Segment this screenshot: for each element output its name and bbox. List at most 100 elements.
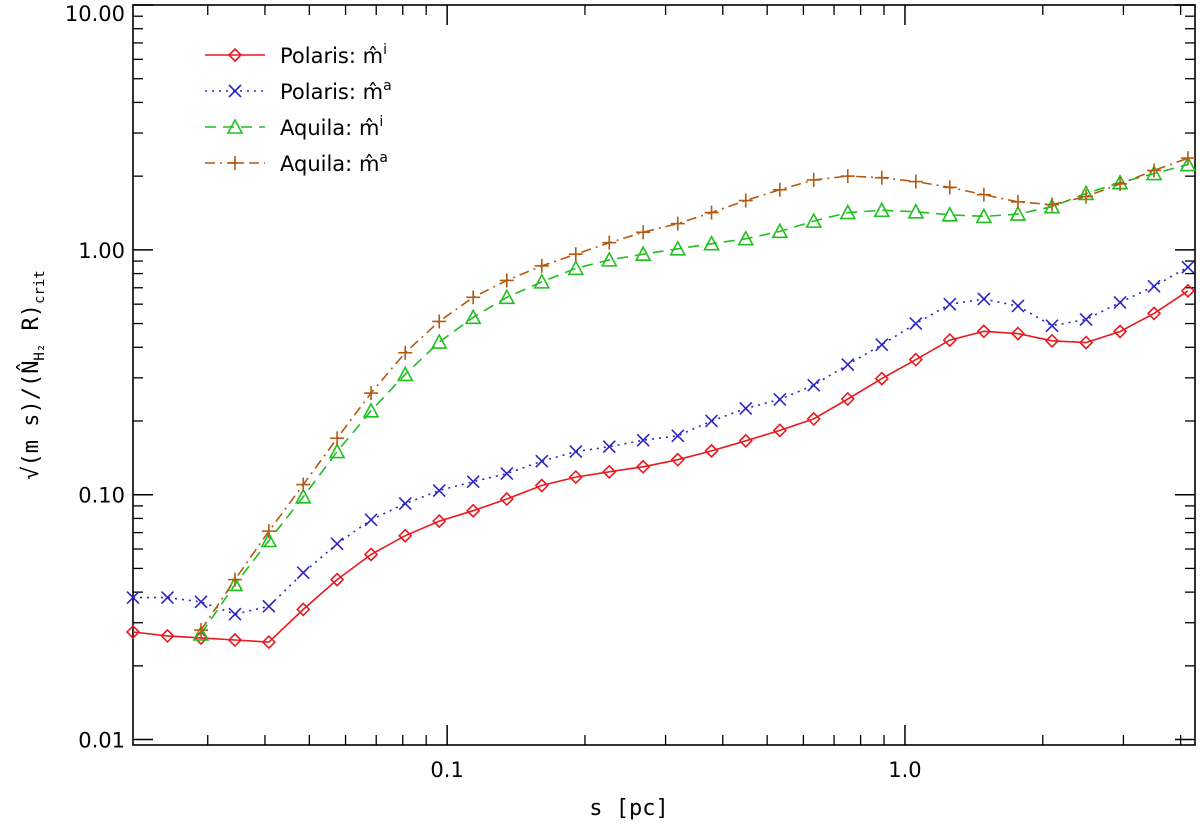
data-point xyxy=(671,429,685,443)
data-point xyxy=(976,324,991,339)
data-point xyxy=(160,591,175,605)
legend-label-name: Polaris: xyxy=(280,44,363,68)
marker-stroke xyxy=(704,414,719,428)
y-axis-title: √(m s)/(N̂H₂ R)crit xyxy=(17,270,48,480)
data-point xyxy=(294,488,312,504)
data-point xyxy=(499,491,514,507)
data-point xyxy=(1180,151,1195,166)
data-point xyxy=(907,203,925,219)
marker-stroke xyxy=(1113,295,1127,309)
data-point xyxy=(569,445,583,459)
data-point xyxy=(772,182,787,197)
data-point xyxy=(500,466,514,481)
data-point xyxy=(194,595,208,609)
data-point xyxy=(398,528,413,543)
data-point xyxy=(1044,333,1060,348)
data-point xyxy=(1180,283,1196,298)
data-point xyxy=(737,230,755,246)
x-tick-label: 1.0 xyxy=(888,758,921,782)
data-point xyxy=(1147,279,1161,293)
legend-label: Polaris: m̂a xyxy=(280,78,392,104)
data-point xyxy=(806,411,821,427)
legend-label-math: m̂ xyxy=(359,152,379,176)
data-point xyxy=(704,414,719,428)
marker-stroke xyxy=(602,440,616,454)
marker-stroke xyxy=(807,378,821,392)
marker-stroke xyxy=(262,599,276,613)
legend-label-math: m̂ xyxy=(363,80,383,104)
series-2 xyxy=(126,260,1195,621)
data-point xyxy=(363,547,379,562)
marker-stroke xyxy=(875,338,889,352)
data-point xyxy=(498,288,516,305)
data-point xyxy=(634,245,652,261)
data-point xyxy=(466,475,480,489)
data-point xyxy=(1043,198,1061,214)
data-point xyxy=(568,247,583,262)
data-point xyxy=(908,352,923,367)
marker-stroke xyxy=(1181,260,1195,274)
data-point xyxy=(807,378,821,392)
data-point xyxy=(841,357,855,372)
marker-stroke xyxy=(160,591,175,605)
marker-stroke xyxy=(909,316,923,331)
marker-stroke xyxy=(773,392,787,406)
marker-stroke xyxy=(500,466,514,481)
series-line xyxy=(132,290,1189,643)
legend-label-name: Aquila: xyxy=(280,152,359,176)
data-point xyxy=(738,193,753,208)
data-point xyxy=(262,599,276,613)
data-point xyxy=(226,575,244,592)
legend-label-sup: i xyxy=(383,42,387,58)
data-point xyxy=(432,513,447,529)
data-point xyxy=(975,207,993,224)
data-point xyxy=(432,483,446,498)
data-point xyxy=(364,513,378,527)
data-point xyxy=(636,433,650,447)
legend-label-math: m̂ xyxy=(363,44,383,68)
x-axis-title: s [pc] xyxy=(589,796,668,821)
data-point xyxy=(602,440,616,454)
plot-frame xyxy=(132,4,1196,746)
data-point xyxy=(464,308,482,325)
y-axis-title-sub: H₂ xyxy=(32,344,48,361)
legend-marker xyxy=(228,84,242,98)
data-point xyxy=(533,273,551,289)
data-point xyxy=(362,402,380,418)
data-point xyxy=(670,216,685,231)
y-tick-label: 1.00 xyxy=(78,239,125,263)
data-point xyxy=(1011,299,1025,313)
legend-item-3: Aquila: m̂i xyxy=(205,114,383,140)
data-point xyxy=(1146,306,1162,321)
legend-label-name: Aquila: xyxy=(280,116,359,140)
data-point xyxy=(943,297,957,311)
data-point xyxy=(739,401,753,416)
legend-item-4: Aquila: m̂a xyxy=(205,150,388,176)
data-point xyxy=(296,477,311,492)
legend-item-1: Polaris: m̂i xyxy=(205,42,387,68)
data-point xyxy=(772,423,787,438)
data-point xyxy=(568,469,583,485)
legend-marker xyxy=(228,156,242,170)
data-point xyxy=(1079,189,1094,204)
data-point xyxy=(1147,163,1162,178)
y-tick-label: 0.01 xyxy=(78,729,125,753)
data-point xyxy=(636,459,651,474)
marker-stroke xyxy=(943,297,957,311)
data-point xyxy=(227,572,242,587)
data-point xyxy=(330,431,345,446)
marker-stroke xyxy=(126,591,140,605)
data-point xyxy=(600,251,618,267)
marker-stroke xyxy=(194,595,208,609)
marker-stroke xyxy=(1147,279,1161,293)
data-point xyxy=(1145,164,1163,181)
x-axis: 0.1 1.0 xyxy=(207,5,1182,782)
data-point xyxy=(805,212,823,228)
marker-stroke xyxy=(739,401,753,416)
series-1 xyxy=(125,283,1196,650)
marker-stroke xyxy=(296,566,310,580)
data-point xyxy=(977,292,991,306)
marker-stroke xyxy=(535,454,549,468)
data-point xyxy=(839,203,857,220)
marker-stroke xyxy=(1079,312,1093,326)
